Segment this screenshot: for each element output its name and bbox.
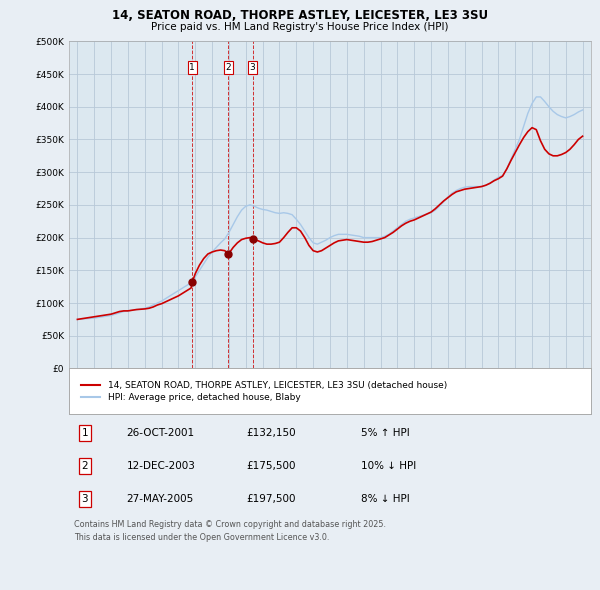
Text: Price paid vs. HM Land Registry's House Price Index (HPI): Price paid vs. HM Land Registry's House … (151, 22, 449, 32)
Text: 3: 3 (250, 63, 256, 72)
Text: 27-MAY-2005: 27-MAY-2005 (127, 494, 194, 504)
Text: £175,500: £175,500 (247, 461, 296, 471)
Text: 14, SEATON ROAD, THORPE ASTLEY, LEICESTER, LE3 3SU: 14, SEATON ROAD, THORPE ASTLEY, LEICESTE… (112, 9, 488, 22)
Text: 1: 1 (190, 63, 195, 72)
Text: 26-OCT-2001: 26-OCT-2001 (127, 428, 194, 438)
Text: £132,150: £132,150 (247, 428, 296, 438)
Text: £197,500: £197,500 (247, 494, 296, 504)
Text: 10% ↓ HPI: 10% ↓ HPI (361, 461, 416, 471)
Text: Contains HM Land Registry data © Crown copyright and database right 2025.
This d: Contains HM Land Registry data © Crown c… (74, 520, 386, 542)
Text: 5% ↑ HPI: 5% ↑ HPI (361, 428, 410, 438)
Text: 8% ↓ HPI: 8% ↓ HPI (361, 494, 410, 504)
Text: 1: 1 (82, 428, 88, 438)
Text: 2: 2 (82, 461, 88, 471)
Text: 3: 3 (82, 494, 88, 504)
Legend: 14, SEATON ROAD, THORPE ASTLEY, LEICESTER, LE3 3SU (detached house), HPI: Averag: 14, SEATON ROAD, THORPE ASTLEY, LEICESTE… (79, 379, 449, 404)
Text: 12-DEC-2003: 12-DEC-2003 (127, 461, 195, 471)
Text: 2: 2 (226, 63, 231, 72)
